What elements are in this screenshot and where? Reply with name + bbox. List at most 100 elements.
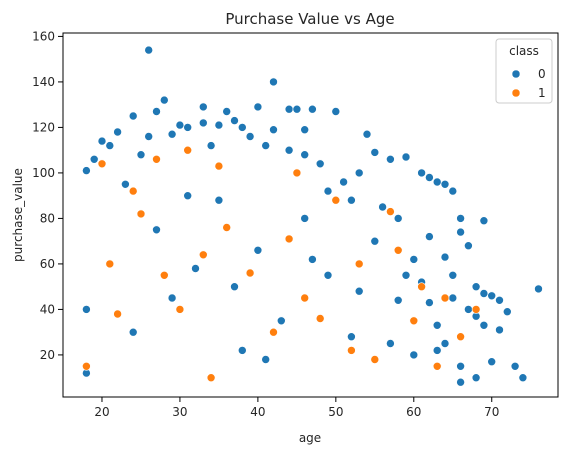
y-tick-label-20: 20: [40, 348, 55, 362]
y-axis: 20 40 60 80 100 120 140 160: [32, 29, 63, 362]
point-class-0-89: [300, 214, 310, 223]
point-class-0-57: [448, 293, 458, 303]
point-class-0-50: [479, 320, 489, 330]
y-axis-label: purchase_value: [11, 168, 25, 262]
legend-frame: [495, 38, 553, 104]
point-class-1-4: [292, 168, 302, 178]
plot-points: [82, 45, 543, 387]
point-class-0-3: [253, 102, 263, 112]
x-tick-label-50: 50: [328, 405, 343, 419]
plot-area-frame: [62, 32, 559, 398]
point-class-1-7: [456, 332, 465, 342]
point-class-0-15: [183, 123, 192, 132]
point-class-0-82: [152, 225, 161, 235]
point-class-0-66: [347, 195, 356, 205]
point-class-1-2: [152, 155, 161, 164]
point-class-0-70: [315, 159, 325, 169]
point-class-0-5: [284, 104, 294, 114]
point-class-0-33: [440, 180, 450, 189]
point-class-0-12: [230, 116, 239, 125]
point-class-0-72: [284, 145, 294, 155]
point-class-0-6: [308, 104, 317, 114]
point-class-0-55: [471, 373, 481, 383]
x-tick-label-60: 60: [406, 405, 421, 419]
point-class-0-44: [502, 307, 512, 317]
point-class-0-101: [354, 286, 364, 296]
point-class-0-103: [401, 270, 411, 280]
point-class-1-28: [222, 223, 231, 232]
point-class-1-27: [160, 270, 169, 280]
point-class-0-92: [370, 236, 380, 246]
point-class-0-85: [214, 195, 224, 205]
point-class-0-98: [230, 282, 239, 292]
y-tick-label-160: 160: [32, 29, 55, 43]
point-class-0-17: [238, 123, 247, 132]
point-class-1-8: [471, 305, 481, 314]
point-class-0-29: [401, 152, 411, 162]
x-tick-label-30: 30: [172, 405, 187, 419]
point-class-1-6: [440, 293, 450, 303]
point-class-0-69: [354, 168, 364, 178]
point-class-0-4: [199, 102, 208, 112]
chart-title: Purchase Value vs Age: [225, 10, 394, 28]
legend: class 0 1: [495, 38, 553, 104]
point-class-0-81: [128, 327, 138, 337]
point-class-0-38: [464, 241, 473, 250]
point-class-1-16: [315, 314, 325, 323]
point-class-1-25: [409, 316, 419, 326]
point-class-1-0: [97, 159, 107, 169]
point-class-0-1: [269, 77, 278, 87]
point-class-0-97: [183, 191, 192, 200]
point-class-1-13: [175, 305, 185, 314]
point-class-0-2: [160, 95, 169, 105]
point-class-1-5: [386, 207, 395, 216]
point-class-0-93: [393, 295, 403, 305]
x-tick-label-20: 20: [94, 405, 109, 419]
point-class-1-11: [206, 373, 216, 383]
point-class-0-0: [144, 45, 153, 55]
point-class-0-99: [261, 355, 271, 364]
point-class-0-39: [440, 252, 450, 262]
point-class-1-3: [214, 161, 224, 171]
point-class-0-32: [432, 177, 442, 187]
point-class-0-9: [331, 107, 341, 116]
point-class-0-14: [175, 120, 185, 130]
point-class-0-10: [222, 107, 231, 116]
point-class-0-90: [323, 270, 333, 280]
legend-label-1: 1: [538, 86, 546, 100]
point-class-1-19: [417, 282, 426, 292]
point-class-0-63: [409, 255, 419, 264]
point-class-0-71: [300, 150, 310, 159]
point-class-0-24: [105, 141, 115, 150]
point-class-0-86: [238, 346, 247, 355]
point-class-0-27: [370, 148, 380, 157]
point-class-1-10: [128, 186, 138, 196]
point-class-0-75: [136, 150, 146, 159]
y-tick-label-60: 60: [40, 257, 55, 271]
x-tick-label-70: 70: [484, 405, 499, 419]
x-axis-label: age: [299, 431, 321, 445]
point-class-1-26: [113, 309, 122, 319]
point-class-1-15: [284, 234, 294, 244]
point-class-0-84: [191, 264, 200, 273]
point-class-0-67: [323, 186, 333, 196]
y-tick-label-40: 40: [40, 302, 55, 316]
point-class-0-45: [510, 361, 520, 371]
point-class-0-94: [409, 350, 419, 360]
point-class-0-73: [261, 141, 271, 150]
legend-title: class: [509, 44, 539, 58]
point-class-0-95: [425, 232, 434, 241]
point-class-0-16: [144, 132, 153, 141]
point-class-0-78: [82, 305, 91, 314]
point-class-0-88: [276, 316, 286, 326]
point-class-0-23: [97, 136, 107, 146]
point-class-1-12: [82, 361, 91, 371]
point-class-1-1: [183, 145, 192, 155]
point-class-0-25: [167, 129, 177, 139]
point-class-0-34: [448, 186, 458, 196]
point-class-0-30: [417, 168, 426, 178]
point-class-0-35: [456, 214, 465, 223]
point-class-0-51: [495, 325, 504, 335]
point-class-0-59: [432, 346, 442, 355]
point-class-0-7: [292, 104, 302, 114]
